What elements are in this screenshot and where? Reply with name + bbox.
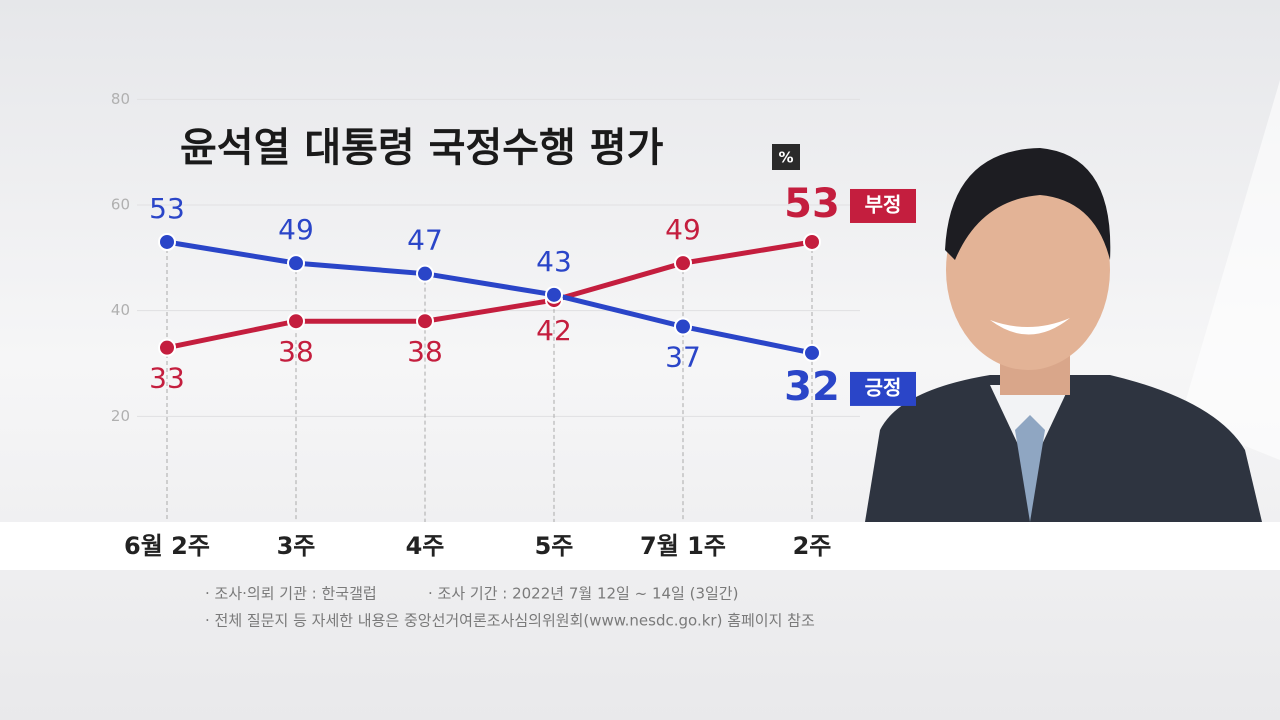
series-line (166, 239, 813, 351)
y-tick-label: 80 (111, 90, 130, 108)
point (803, 232, 821, 251)
x-tick-label: 7월 1주 (640, 532, 726, 560)
point (158, 338, 176, 357)
value-label: 49 (665, 213, 701, 246)
point (803, 343, 821, 362)
unit-box (772, 144, 800, 170)
axis-band (0, 522, 1280, 570)
legend-box (850, 188, 916, 223)
value-label: 53 (784, 181, 840, 227)
point (287, 254, 305, 273)
legend-label: 부정 (865, 192, 902, 216)
value-label: 38 (278, 335, 314, 368)
x-tick-label: 4주 (406, 532, 445, 560)
value-label: 33 (149, 362, 185, 395)
point (416, 312, 434, 331)
y-tick-label: 20 (111, 407, 130, 425)
note: · 전체 질문지 등 자세한 내용은 중앙선거여론조사심의위원회(www.nes… (205, 612, 815, 630)
note: · 조사·의뢰 기관 : 한국갤럽 (205, 585, 377, 603)
point (158, 232, 176, 251)
unit: % (778, 149, 793, 167)
point (287, 312, 305, 331)
legend-label: 긍정 (865, 375, 902, 399)
value-label: 47 (407, 224, 443, 257)
value-label: 37 (665, 341, 701, 374)
point (674, 317, 692, 336)
point (545, 285, 563, 304)
x-tick-label: 2주 (793, 532, 832, 560)
x-tick-label: 5주 (535, 532, 574, 560)
x-tick-label: 3주 (277, 532, 316, 560)
chart-title: 윤석열 대통령 국정수행 평가 (180, 125, 664, 171)
series-line (166, 239, 813, 356)
note: · 조사 기간 : 2022년 7월 12일 ~ 14일 (3일간) (428, 585, 738, 603)
value-label: 43 (536, 245, 572, 278)
x-tick-label: 6월 2주 (124, 532, 210, 560)
value-label: 42 (536, 314, 572, 347)
point (416, 264, 434, 283)
value-label: 38 (407, 335, 443, 368)
decor (1180, 80, 1280, 460)
legend-box (850, 371, 916, 406)
point (674, 254, 692, 273)
y-tick-label: 60 (111, 196, 130, 214)
value-label: 32 (784, 364, 840, 410)
value-label: 49 (278, 213, 314, 246)
value-label: 53 (149, 192, 185, 225)
photo (865, 148, 1262, 522)
y-tick-label: 40 (111, 301, 130, 319)
